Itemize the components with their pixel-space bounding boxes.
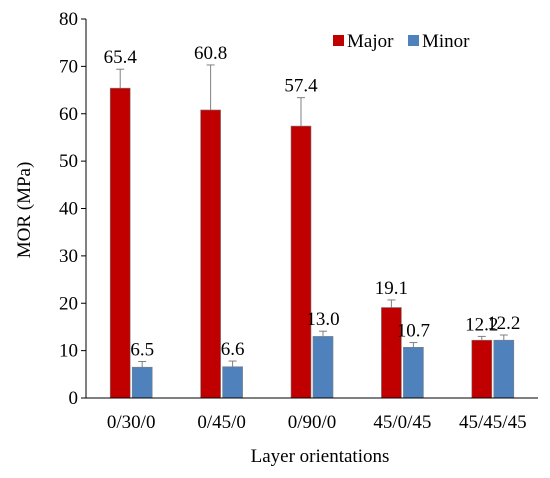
y-tick-label: 80	[59, 9, 78, 30]
data-label: 13.0	[306, 309, 339, 330]
legend-label-major: Major	[347, 31, 394, 52]
data-label: 10.7	[397, 321, 430, 342]
legend-swatch-minor	[408, 35, 419, 46]
bar-major	[200, 109, 221, 399]
y-tick-label: 60	[59, 104, 78, 125]
bar-minor	[131, 366, 153, 399]
y-tick-label: 40	[59, 199, 78, 220]
bar-minor	[312, 336, 334, 399]
legend-swatch-major	[333, 35, 344, 46]
data-label: 57.4	[284, 76, 318, 97]
legend: Major Minor	[333, 31, 470, 52]
bar-major	[290, 125, 312, 399]
y-tick-label: 70	[59, 56, 78, 77]
data-label: 60.8	[194, 43, 227, 64]
data-label: 6.6	[221, 339, 245, 360]
x-tick-label: 0/45/0	[197, 412, 246, 433]
data-label: 19.1	[375, 278, 408, 299]
axes: 0 10 20 30 40 50 60 70 80 0/30/0 0/45/0 0/90/0 45/0/…	[59, 9, 538, 433]
x-tick-label: 0/90/0	[288, 412, 337, 433]
y-tick-label: 30	[59, 246, 78, 267]
x-tick-label: 45/45/45	[459, 412, 527, 433]
x-axis-title: Layer orientations	[251, 446, 390, 467]
bar-major	[471, 339, 493, 399]
bar-major	[109, 87, 131, 399]
y-tick-label: 50	[59, 151, 78, 172]
data-label: 12.2	[487, 313, 520, 334]
y-tick-label: 0	[69, 388, 79, 409]
data-label: 6.5	[130, 340, 154, 361]
data-label: 65.4	[104, 47, 138, 68]
bar-minor	[222, 366, 243, 399]
bar-minor	[403, 347, 424, 399]
y-tick-label: 10	[59, 341, 78, 362]
y-axis-title: MOR (MPa)	[14, 162, 35, 259]
y-tick-label: 20	[59, 293, 78, 314]
plot-area: 65.4 6.5 60.8 6.6 57.4 13.0 19.1 10.7 12.212.2	[104, 43, 520, 399]
legend-label-minor: Minor	[422, 31, 470, 52]
x-tick-label: 45/0/45	[373, 412, 431, 433]
x-tick-label: 0/30/0	[107, 412, 156, 433]
bar-minor	[493, 339, 515, 399]
data-label: 12.2	[465, 314, 498, 335]
